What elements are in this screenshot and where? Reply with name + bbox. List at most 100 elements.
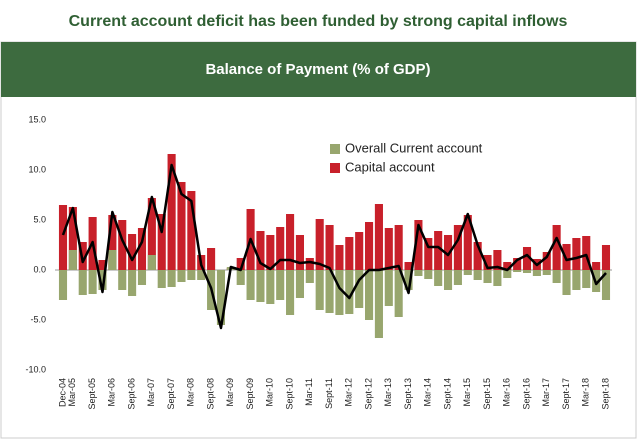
bar xyxy=(295,270,304,298)
bar xyxy=(463,215,472,270)
bar xyxy=(236,258,245,270)
bar xyxy=(404,270,413,290)
x-tick-label: Sept-09 xyxy=(245,378,255,410)
bar xyxy=(453,270,462,285)
bar xyxy=(118,270,127,290)
bar xyxy=(177,182,186,270)
bar xyxy=(542,270,551,275)
x-tick-label: Sept-11 xyxy=(324,378,334,409)
bar xyxy=(493,270,502,286)
bar xyxy=(305,270,314,283)
x-tick-label: Mar-15 xyxy=(462,378,472,407)
legend-swatch xyxy=(330,163,340,173)
y-tick-label: 0.0 xyxy=(33,264,46,274)
bar xyxy=(246,270,255,300)
bar xyxy=(187,191,196,270)
legend-swatch xyxy=(330,144,340,154)
bar xyxy=(345,237,354,270)
bar xyxy=(286,214,295,270)
bar xyxy=(98,270,107,290)
x-tick-label: Sept-05 xyxy=(87,378,97,410)
x-tick-label: Mar-08 xyxy=(186,378,196,407)
bar xyxy=(137,228,147,270)
bar xyxy=(325,225,334,270)
bar xyxy=(295,235,304,270)
title-band xyxy=(1,42,636,97)
bar xyxy=(601,270,611,300)
bar xyxy=(286,270,295,315)
bar xyxy=(513,270,522,272)
x-tick-label: Sept-17 xyxy=(561,378,571,410)
y-tick-label: 10.0 xyxy=(28,164,46,174)
x-tick-label: Mar-11 xyxy=(304,378,314,406)
bar xyxy=(394,225,403,270)
bar xyxy=(601,245,611,270)
bar xyxy=(493,250,502,270)
bar xyxy=(256,270,265,302)
x-tick-label: Sept-15 xyxy=(482,378,492,410)
bar xyxy=(128,270,137,296)
bar xyxy=(137,270,147,285)
bar xyxy=(503,262,512,270)
bar xyxy=(463,270,472,275)
bar xyxy=(355,232,364,270)
x-tick-label: Sept-14 xyxy=(442,378,452,410)
bar xyxy=(374,270,383,338)
x-tick-label: Sept-12 xyxy=(363,378,373,410)
x-tick-label: Mar-05 xyxy=(67,378,77,407)
bar xyxy=(582,236,591,270)
bar xyxy=(266,235,275,270)
bar xyxy=(207,248,216,270)
bar xyxy=(78,270,87,295)
bar xyxy=(552,270,561,283)
bar xyxy=(276,227,285,270)
x-tick-label: Mar-07 xyxy=(146,378,156,407)
bar xyxy=(542,252,551,270)
bar xyxy=(384,228,393,270)
bar xyxy=(315,219,324,270)
bar xyxy=(157,270,166,288)
bar xyxy=(552,225,561,270)
bar xyxy=(88,270,97,294)
bar xyxy=(414,270,423,276)
bar xyxy=(276,270,285,300)
bar xyxy=(335,245,344,270)
legend-label: Overall Current account xyxy=(345,140,483,155)
bar xyxy=(562,270,571,295)
bar xyxy=(108,215,117,270)
bar xyxy=(453,225,462,270)
y-tick-label: -10.0 xyxy=(25,364,46,374)
x-tick-label: Sept-06 xyxy=(126,378,136,410)
bar xyxy=(157,214,166,270)
chart-title: Balance of Payment (% of GDP) xyxy=(205,61,430,78)
x-tick-label: Mar-16 xyxy=(502,378,512,407)
bar xyxy=(384,270,393,306)
bar xyxy=(483,255,492,270)
bar xyxy=(522,270,532,273)
x-tick-label: Sept-13 xyxy=(403,378,413,410)
bar xyxy=(443,235,453,270)
y-tick-label: -5.0 xyxy=(30,314,46,324)
bar xyxy=(355,270,364,308)
bar xyxy=(305,258,314,270)
bar xyxy=(483,270,492,283)
x-tick-label: Mar-17 xyxy=(541,378,551,407)
x-tick-label: Sept-07 xyxy=(166,378,176,410)
bar xyxy=(522,247,532,270)
bar xyxy=(266,270,275,304)
bar xyxy=(315,270,324,310)
bar xyxy=(236,270,245,285)
x-tick-label: Mar-12 xyxy=(344,378,354,407)
bar xyxy=(365,270,374,320)
page-heading: Current account deficit has been funded … xyxy=(69,13,568,30)
x-tick-label: Sept-16 xyxy=(521,378,531,410)
x-tick-label: Mar-18 xyxy=(581,378,591,407)
bar xyxy=(424,238,433,270)
bar xyxy=(118,220,127,270)
bar xyxy=(582,270,591,288)
y-tick-label: 15.0 xyxy=(28,114,46,124)
bar xyxy=(414,220,423,270)
bar xyxy=(128,234,137,270)
bar xyxy=(513,258,522,270)
